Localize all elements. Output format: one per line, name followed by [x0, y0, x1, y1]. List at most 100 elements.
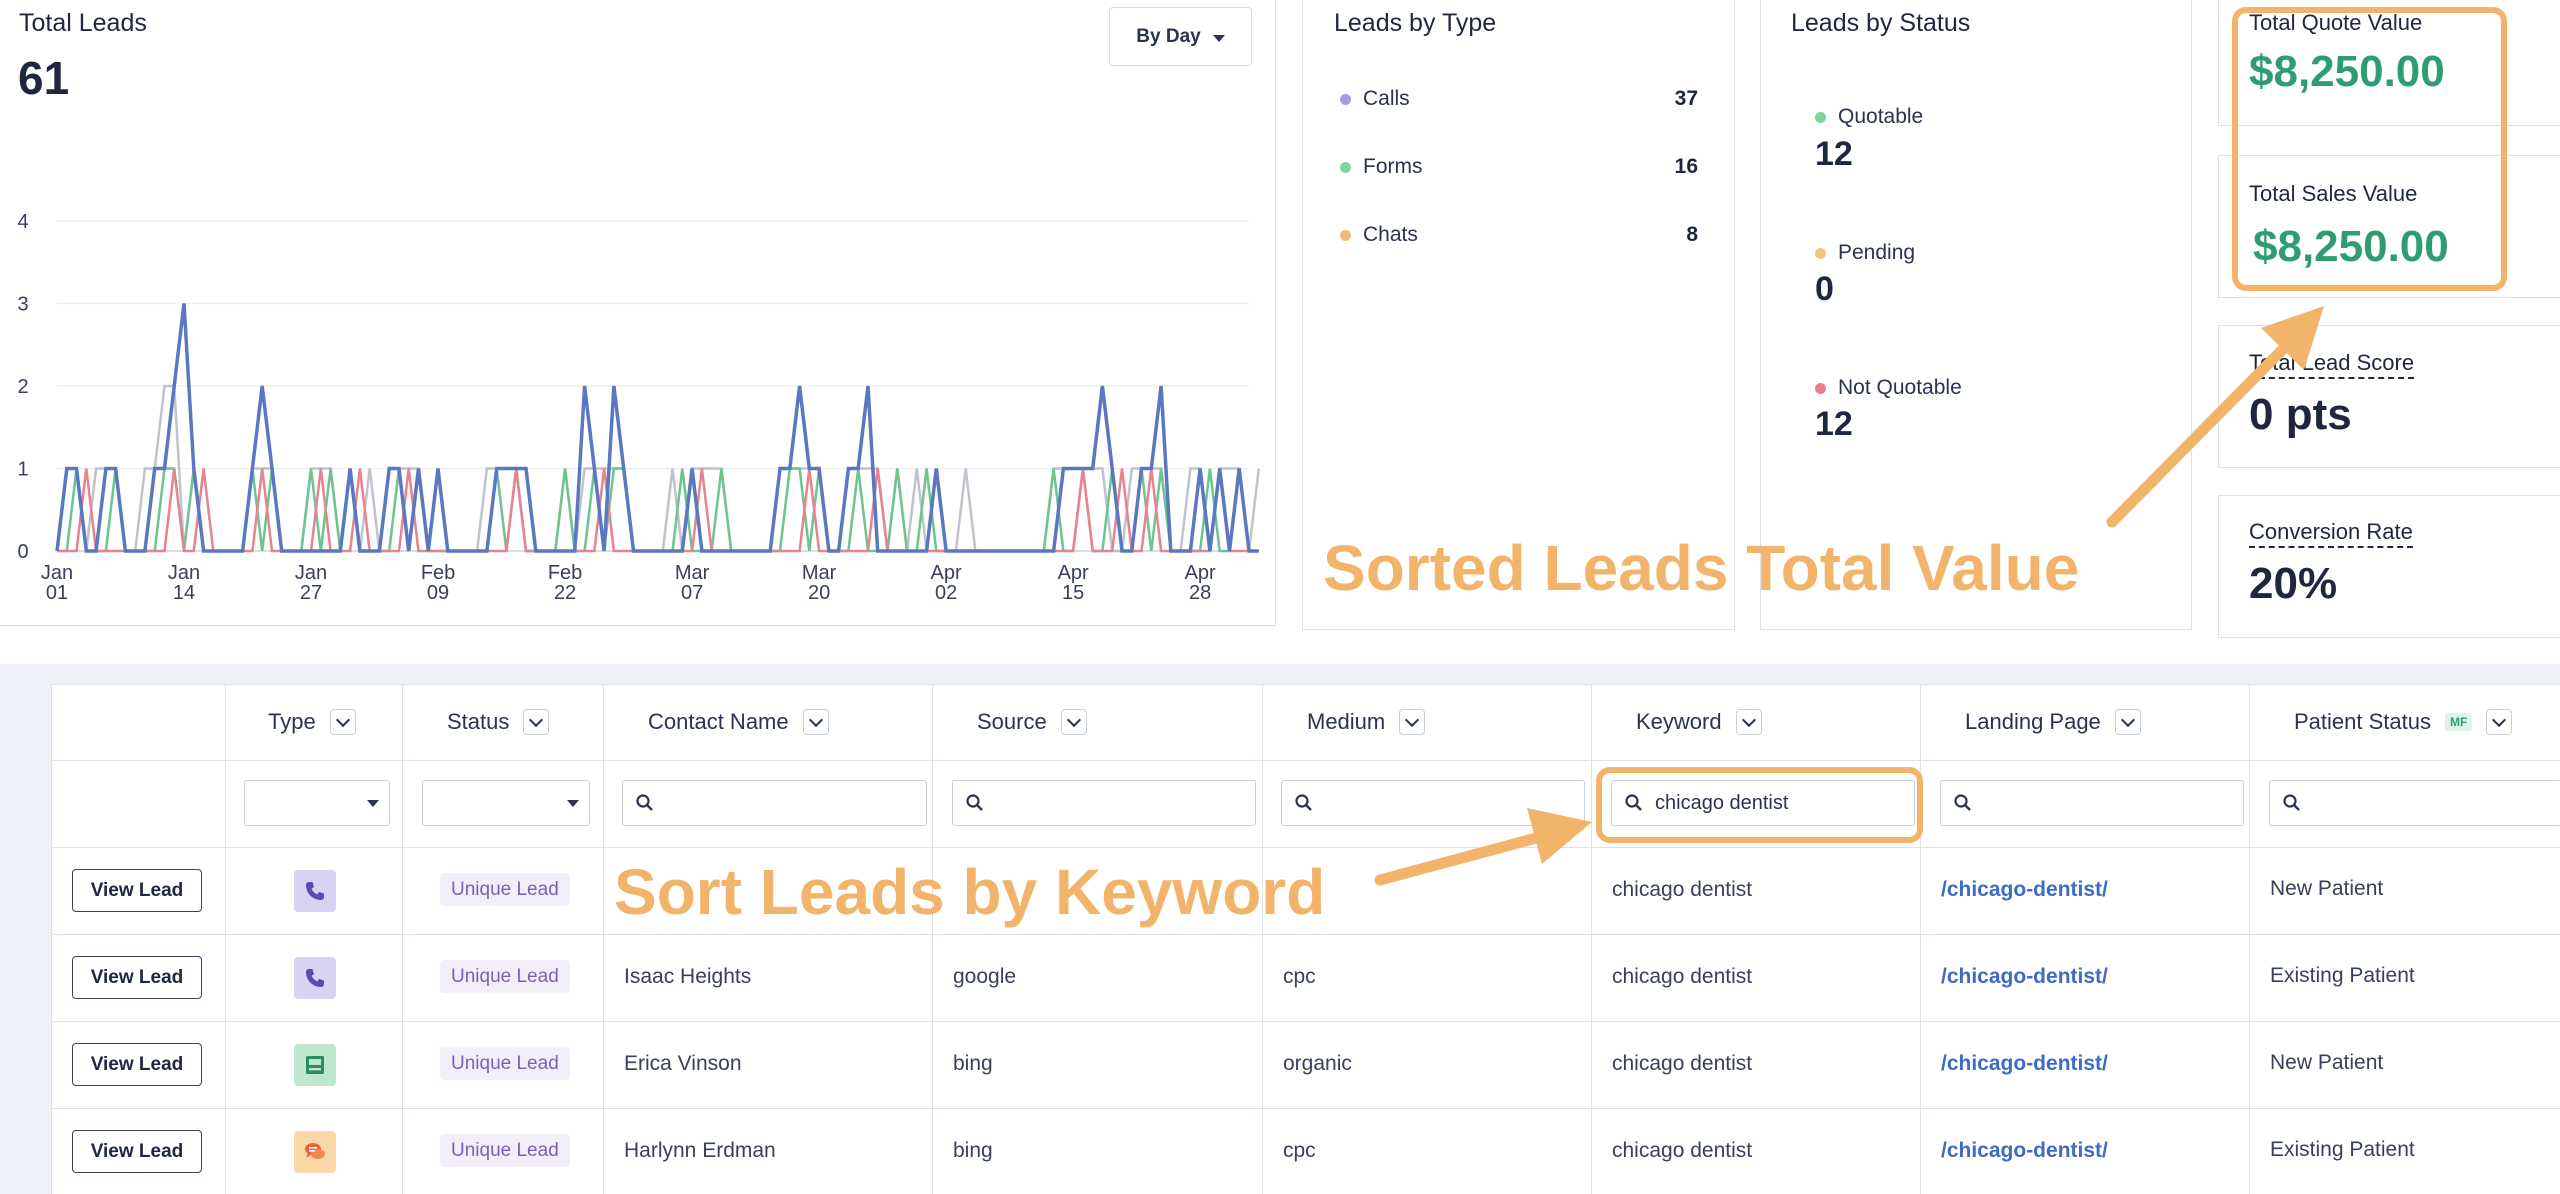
header-landing-label: Landing Page — [1965, 709, 2101, 734]
x-tick-label: 20 — [808, 582, 830, 604]
contact-name-cell: Erica Vinson — [624, 1052, 742, 1075]
chevron-down-icon[interactable] — [523, 709, 550, 735]
status-badge: Unique Lead — [440, 873, 570, 906]
conversion-rate-value: 20% — [2249, 559, 2338, 608]
highlight-box-totals — [2232, 7, 2507, 291]
header-keyword[interactable]: Keyword — [1636, 709, 1762, 735]
medium-filter-field[interactable] — [1325, 791, 1584, 815]
header-patient-label: Patient Status — [2294, 709, 2431, 734]
annotation-by-keyword: Sort Leads by Keyword — [614, 856, 1326, 928]
keyword-cell: chicago dentist — [1612, 1139, 1753, 1162]
total-leads-title: Total Leads — [19, 9, 147, 37]
total-quote-value: $8,250.00 — [2249, 47, 2445, 96]
legend-calls-label: Calls — [1363, 87, 1410, 110]
header-type[interactable]: Type — [268, 709, 356, 735]
view-lead-button[interactable]: View Lead — [72, 869, 202, 912]
medium-filter-input[interactable] — [1281, 780, 1585, 826]
keyword-filter-input[interactable] — [1611, 780, 1915, 826]
patient-status-cell: New Patient — [2270, 1051, 2384, 1074]
row-divider — [52, 847, 2560, 848]
not-quotable-count: 12 — [1815, 405, 1853, 443]
y-tick-label: 4 — [17, 211, 28, 233]
x-tick-label: Jan — [168, 562, 200, 584]
status-filter-select[interactable] — [422, 780, 590, 826]
pending-count: 0 — [1815, 270, 1834, 308]
type-filter-select[interactable] — [244, 780, 390, 826]
contact-filter-input[interactable] — [622, 780, 927, 826]
conversion-rate-label: Conversion Rate — [2249, 519, 2413, 548]
row-divider — [52, 1108, 2560, 1109]
patient-filter-input[interactable] — [2269, 780, 2560, 826]
view-lead-button[interactable]: View Lead — [72, 1043, 202, 1086]
landing-page-link[interactable]: /chicago-dentist/ — [1941, 878, 2108, 901]
x-tick-label: Jan — [295, 562, 327, 584]
y-tick-label: 1 — [17, 459, 28, 481]
landing-filter-input[interactable] — [1940, 780, 2244, 826]
total-lead-score-card: Total Lead Score 0 pts — [2218, 325, 2560, 468]
header-contact-name[interactable]: Contact Name — [648, 709, 829, 735]
chevron-down-icon[interactable] — [1399, 709, 1426, 735]
x-tick-label: 01 — [46, 582, 68, 604]
x-tick-label: Jan — [41, 562, 73, 584]
x-tick-label: 02 — [935, 582, 957, 604]
header-type-label: Type — [268, 709, 316, 734]
status-quotable-label: Quotable — [1838, 105, 1924, 128]
chat-icon — [294, 1131, 336, 1173]
status-pending-label: Pending — [1838, 241, 1916, 264]
range-dropdown[interactable]: By Day — [1109, 7, 1252, 66]
keyword-filter-field[interactable] — [1655, 791, 1914, 815]
total-leads-value: 61 — [18, 52, 70, 104]
chevron-down-icon[interactable] — [2486, 709, 2513, 735]
source-filter-field[interactable] — [996, 791, 1255, 815]
header-source[interactable]: Source — [977, 709, 1087, 735]
source-cell: bing — [953, 1052, 993, 1075]
chevron-down-icon[interactable] — [1060, 709, 1087, 735]
total-lead-score-value: 0 pts — [2249, 390, 2352, 439]
legend-chats: Chats — [1340, 223, 1418, 247]
series-line — [57, 468, 1259, 553]
chevron-down-icon[interactable] — [1735, 709, 1762, 735]
col-divider — [2249, 685, 2250, 1194]
col-divider — [1920, 685, 1921, 1194]
quotable-count: 12 — [1815, 135, 1853, 173]
patient-filter-field[interactable] — [2313, 791, 2560, 815]
source-filter-input[interactable] — [952, 780, 1256, 826]
status-pending: Pending — [1815, 241, 1915, 265]
contact-filter-field[interactable] — [666, 791, 926, 815]
col-divider — [402, 685, 403, 1194]
calls-count: 37 — [1674, 87, 1698, 110]
x-tick-label: Apr — [1058, 562, 1089, 584]
header-landing-page[interactable]: Landing Page — [1965, 709, 2141, 735]
header-medium-label: Medium — [1307, 709, 1386, 734]
x-tick-label: Apr — [1185, 562, 1216, 584]
chevron-down-icon[interactable] — [2114, 709, 2141, 735]
x-tick-label: Mar — [675, 562, 710, 584]
landing-page-link[interactable]: /chicago-dentist/ — [1941, 1139, 2108, 1162]
x-tick-label: 09 — [427, 582, 449, 604]
medium-cell: cpc — [1283, 965, 1316, 988]
header-patient-status[interactable]: Patient Status MF — [2294, 709, 2513, 735]
total-sales-label: Total Sales Value — [2249, 181, 2418, 206]
chevron-down-icon[interactable] — [329, 709, 356, 735]
landing-page-link[interactable]: /chicago-dentist/ — [1941, 1052, 2108, 1075]
status-badge: Unique Lead — [440, 1134, 570, 1167]
header-status[interactable]: Status — [447, 709, 550, 735]
highlight-box-keyword — [1596, 767, 1923, 843]
medium-cell: cpc — [1283, 1139, 1316, 1162]
status-badge: Unique Lead — [440, 1047, 570, 1080]
total-sales-value: $8,250.00 — [2253, 222, 2449, 271]
status-badge: Unique Lead — [440, 960, 570, 993]
pending-dot — [1815, 247, 1826, 259]
view-lead-button[interactable]: View Lead — [72, 956, 202, 999]
landing-filter-field[interactable] — [1984, 791, 2243, 815]
x-tick-label: Mar — [802, 562, 837, 584]
quotable-dot — [1815, 111, 1826, 123]
patient-status-cell: Existing Patient — [2270, 1138, 2415, 1161]
view-lead-button[interactable]: View Lead — [72, 1130, 202, 1173]
landing-page-link[interactable]: /chicago-dentist/ — [1941, 965, 2108, 988]
chats-count: 8 — [1686, 223, 1698, 246]
header-medium[interactable]: Medium — [1307, 709, 1426, 735]
medium-cell: organic — [1283, 1052, 1352, 1075]
chevron-down-icon[interactable] — [802, 709, 829, 735]
forms-dot — [1340, 161, 1351, 173]
